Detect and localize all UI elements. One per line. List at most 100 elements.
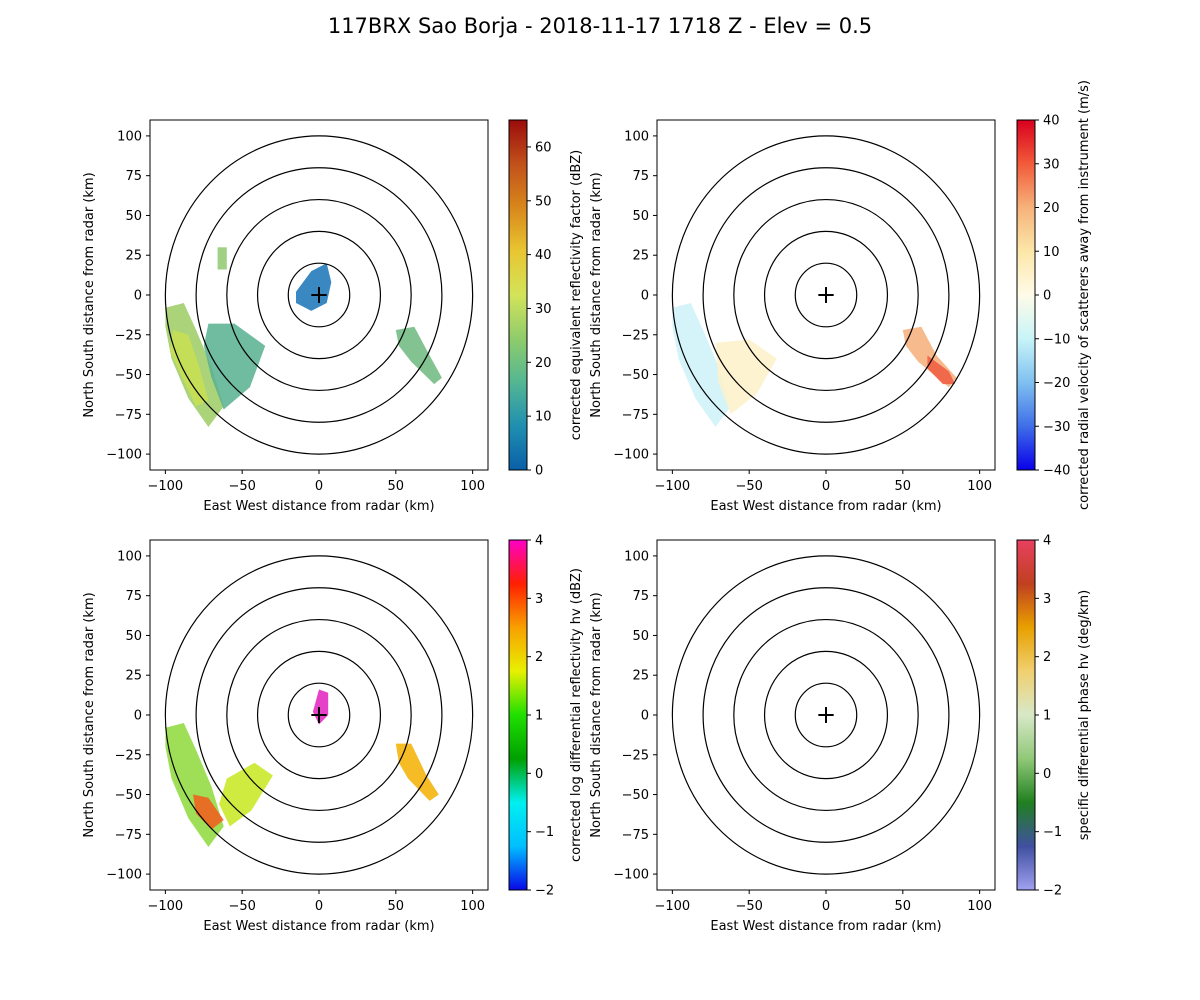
- y-tick-label: 75: [125, 589, 142, 604]
- range-ring-100km: [164, 135, 474, 455]
- colorbar-tick-label: 20: [535, 356, 552, 371]
- echo-southwest-hot: [193, 794, 224, 830]
- colorbar: [1016, 539, 1036, 891]
- y-tick-label: −75: [115, 408, 142, 423]
- x-tick-label: 0: [822, 899, 830, 914]
- x-tick-label: 50: [388, 479, 405, 494]
- y-tick-label: 100: [117, 129, 142, 144]
- x-axis-label: East West distance from radar (km): [203, 919, 434, 934]
- y-tick-label: 0: [641, 709, 649, 724]
- echo-southwest-core: [170, 330, 209, 407]
- colorbar-tick-label: −40: [1043, 464, 1070, 479]
- colorbar: [508, 539, 528, 891]
- colorbar-tick-label: −2: [1043, 884, 1062, 899]
- colorbar-label: corrected log differential reflectivity …: [569, 568, 584, 862]
- colorbar-tick-label: 1: [1043, 709, 1051, 724]
- x-tick-label: −50: [228, 899, 255, 914]
- y-axis-label: North South distance from radar (km): [589, 172, 604, 417]
- x-tick-label: −50: [735, 479, 762, 494]
- y-tick-label: 0: [641, 289, 649, 304]
- y-tick-label: −100: [106, 448, 142, 463]
- colorbar-tick-label: 50: [535, 194, 552, 209]
- range-ring-40km: [256, 650, 382, 780]
- y-tick-label: 0: [134, 709, 142, 724]
- x-tick-label: −100: [655, 479, 691, 494]
- colorbar-label: corrected equivalent reflectivity factor…: [569, 150, 584, 441]
- colorbar-tick-label: 3: [1043, 592, 1051, 607]
- x-axis-label: East West distance from radar (km): [710, 919, 941, 934]
- colorbar-tick-label: 30: [535, 302, 552, 317]
- y-axis-label: North South distance from radar (km): [82, 172, 97, 417]
- y-axis-label: North South distance from radar (km): [589, 592, 604, 837]
- y-tick-label: 75: [632, 589, 649, 604]
- colorbar-tick-label: 20: [1043, 201, 1060, 216]
- colorbar-tick-label: 0: [1043, 289, 1051, 304]
- range-ring-100km: [164, 555, 474, 875]
- x-tick-label: 50: [895, 899, 912, 914]
- y-tick-label: −75: [622, 828, 649, 843]
- colorbar-tick-label: 10: [535, 410, 552, 425]
- y-tick-label: −75: [115, 828, 142, 843]
- y-tick-label: 100: [117, 549, 142, 564]
- range-ring-80km: [702, 167, 950, 423]
- echo-east-cluster: [395, 326, 442, 385]
- y-tick-label: −25: [622, 748, 649, 763]
- y-tick-label: 100: [624, 549, 649, 564]
- y-axis-label: North South distance from radar (km): [82, 592, 97, 837]
- x-tick-label: −100: [655, 899, 691, 914]
- colorbar: [1016, 119, 1036, 471]
- y-tick-label: −25: [622, 328, 649, 343]
- x-tick-label: −100: [148, 479, 184, 494]
- colorbar-tick-label: 0: [1043, 767, 1051, 782]
- y-tick-label: 0: [134, 289, 142, 304]
- y-tick-label: 25: [125, 249, 142, 264]
- range-ring-80km: [195, 167, 443, 423]
- range-ring-40km: [256, 230, 382, 360]
- x-axis-label: East West distance from radar (km): [203, 499, 434, 514]
- x-tick-label: −50: [228, 479, 255, 494]
- colorbar-tick-label: −10: [1043, 332, 1070, 347]
- colorbar-tick-label: 3: [535, 592, 543, 607]
- colorbar-label: corrected radial velocity of scatterers …: [1077, 80, 1092, 510]
- colorbar: [508, 119, 528, 471]
- colorbar-tick-label: 40: [535, 248, 552, 263]
- x-tick-label: 100: [460, 479, 485, 494]
- x-tick-label: 0: [315, 479, 323, 494]
- plot-area: [671, 555, 981, 875]
- y-tick-label: −100: [613, 868, 649, 883]
- panel-top-right: −100 −50 0 50 100−100−75−50−250255075100East…: [589, 80, 1092, 514]
- colorbar-tick-label: 30: [1043, 157, 1060, 172]
- x-tick-label: −100: [148, 899, 184, 914]
- y-tick-label: 25: [632, 669, 649, 684]
- range-ring-20km: [287, 262, 351, 328]
- y-tick-label: −50: [622, 368, 649, 383]
- range-ring-60km: [733, 198, 919, 392]
- y-tick-label: −75: [622, 408, 649, 423]
- echo-north-specks: [217, 247, 227, 270]
- colorbar-tick-label: 0: [535, 464, 543, 479]
- range-ring-60km: [733, 618, 919, 812]
- y-tick-label: −50: [115, 368, 142, 383]
- colorbar-tick-label: −1: [535, 825, 554, 840]
- range-ring-60km: [226, 618, 412, 812]
- x-tick-label: 50: [388, 899, 405, 914]
- echo-east-strong: [927, 355, 956, 385]
- y-tick-label: 25: [632, 249, 649, 264]
- range-ring-20km: [794, 262, 858, 328]
- colorbar-tick-label: 4: [535, 534, 543, 549]
- colorbar-tick-label: −1: [1043, 825, 1062, 840]
- range-ring-60km: [226, 198, 412, 392]
- range-ring-40km: [763, 650, 889, 780]
- echo-southwest-band: [165, 723, 224, 847]
- x-tick-label: 100: [967, 899, 992, 914]
- y-tick-label: 100: [624, 129, 649, 144]
- x-tick-label: 50: [895, 479, 912, 494]
- colorbar-tick-label: 1: [535, 709, 543, 724]
- x-axis-label: East West distance from radar (km): [710, 499, 941, 514]
- y-tick-label: 50: [632, 629, 649, 644]
- colorbar-tick-label: 2: [535, 650, 543, 665]
- range-ring-20km: [794, 682, 858, 748]
- range-ring-80km: [195, 587, 443, 843]
- y-tick-label: 75: [632, 169, 649, 184]
